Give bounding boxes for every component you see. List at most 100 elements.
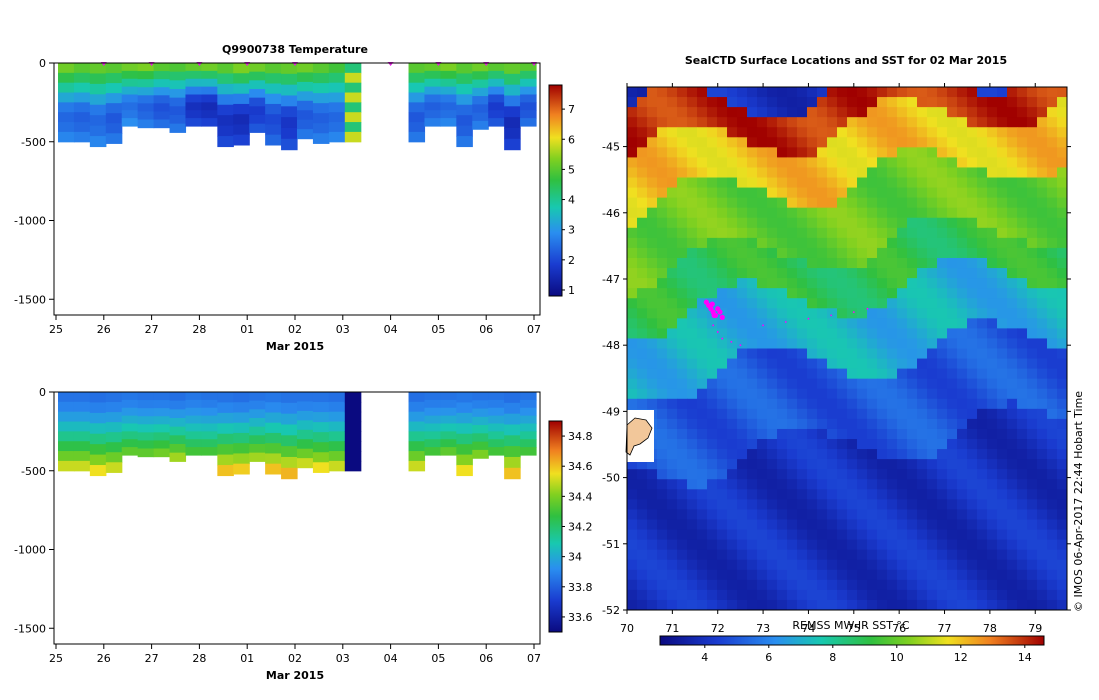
sst-cell — [657, 489, 668, 500]
sst-cell — [757, 107, 768, 118]
sst-cell — [697, 559, 708, 571]
sst-cell — [817, 599, 828, 611]
sst-cell — [857, 107, 868, 118]
sst-cell — [1007, 338, 1018, 349]
profile-cell — [520, 118, 537, 127]
sst-cell — [887, 288, 898, 299]
sst-cell — [1057, 579, 1068, 591]
sst-cell — [687, 599, 698, 611]
sst-cell — [1057, 298, 1068, 309]
sst-cell — [967, 439, 978, 450]
sst-cell — [997, 469, 1008, 480]
sst-cell — [967, 579, 978, 591]
profile-cell — [153, 424, 171, 433]
sst-cell — [747, 549, 758, 561]
sst-cell — [897, 338, 908, 349]
x-tick-label: 25 — [49, 652, 63, 665]
sst-cell — [1037, 428, 1048, 440]
sst-cell — [877, 378, 888, 390]
sst-cell — [977, 539, 988, 551]
sst-cell — [777, 599, 788, 611]
profile-cell — [504, 435, 521, 447]
sst-field — [627, 87, 1068, 611]
sst-cell — [737, 348, 748, 360]
sst-cell — [907, 288, 918, 299]
sst-cell — [977, 308, 988, 319]
sst-cell — [897, 147, 908, 158]
sst-cell — [677, 338, 688, 349]
x-tick-label: 04 — [384, 652, 398, 665]
sst-cell — [807, 569, 818, 581]
sst-cell — [1047, 378, 1058, 390]
sst-cell — [857, 418, 868, 430]
y-tick-label: 0 — [39, 386, 46, 399]
sst-cell — [897, 599, 908, 611]
sst-cell — [907, 308, 918, 319]
sst-cell — [727, 147, 738, 158]
sst-cell — [867, 257, 878, 269]
sst-cell — [987, 368, 998, 380]
sst-cell — [1047, 479, 1058, 490]
sst-cell — [1057, 398, 1068, 410]
sst-cell — [1017, 268, 1028, 279]
profile-cell — [328, 392, 346, 403]
sst-cell — [1057, 308, 1068, 319]
sst-cell — [847, 469, 858, 480]
sst-cell — [737, 157, 748, 168]
sst-cell — [677, 489, 688, 500]
sst-cell — [737, 117, 748, 128]
profile-cell — [344, 460, 362, 472]
profile-cell — [73, 451, 91, 462]
sst-cell — [747, 388, 758, 400]
sst-cell — [947, 479, 958, 490]
sst-cell — [767, 519, 778, 531]
sst-cell — [847, 378, 858, 390]
sst-cell — [707, 127, 718, 138]
sst-cell — [967, 418, 978, 430]
sst-cell — [807, 529, 818, 541]
sst-cell — [727, 479, 738, 490]
profile-cell — [201, 110, 218, 119]
sst-cell — [647, 187, 658, 199]
profile-cell — [312, 392, 330, 403]
profile-cell — [121, 415, 139, 425]
sst-cell — [837, 247, 848, 259]
sst-cell — [817, 348, 828, 360]
sst-cell — [787, 589, 798, 601]
sst-cell — [777, 227, 788, 239]
sst-cell — [627, 197, 638, 209]
sst-cell — [1007, 418, 1018, 430]
sst-cell — [947, 509, 958, 520]
sst-cell — [907, 87, 918, 98]
x-tick-label: 26 — [97, 323, 111, 336]
profile-cell — [424, 78, 441, 88]
sst-cell — [847, 167, 858, 179]
sst-cell — [697, 308, 708, 319]
sst-cell — [927, 227, 938, 239]
profile-cell — [408, 72, 426, 84]
sst-cell — [1007, 459, 1018, 470]
sst-cell — [727, 418, 738, 430]
sst-cell — [1037, 358, 1048, 370]
sst-cell — [637, 398, 648, 410]
sst-cell — [1027, 408, 1038, 420]
sst-cell — [797, 418, 808, 430]
sst-cell — [957, 569, 968, 581]
sst-cell — [657, 207, 668, 219]
colorbar-tick-label: 33.8 — [568, 581, 593, 594]
sst-cell — [647, 499, 658, 510]
sst-cell — [957, 278, 968, 289]
sst-cell — [957, 247, 968, 259]
sst-cell — [937, 569, 948, 581]
sst-cell — [767, 348, 778, 360]
sst-cell — [1057, 237, 1068, 249]
sst-cell — [817, 358, 828, 370]
sst-cell — [1017, 328, 1028, 339]
sst-cell — [1017, 418, 1028, 430]
sst-cell — [627, 499, 638, 510]
profile-cell — [105, 402, 123, 413]
sst-cell — [637, 589, 648, 601]
sst-cell — [867, 197, 878, 209]
sst-cell — [647, 479, 658, 490]
